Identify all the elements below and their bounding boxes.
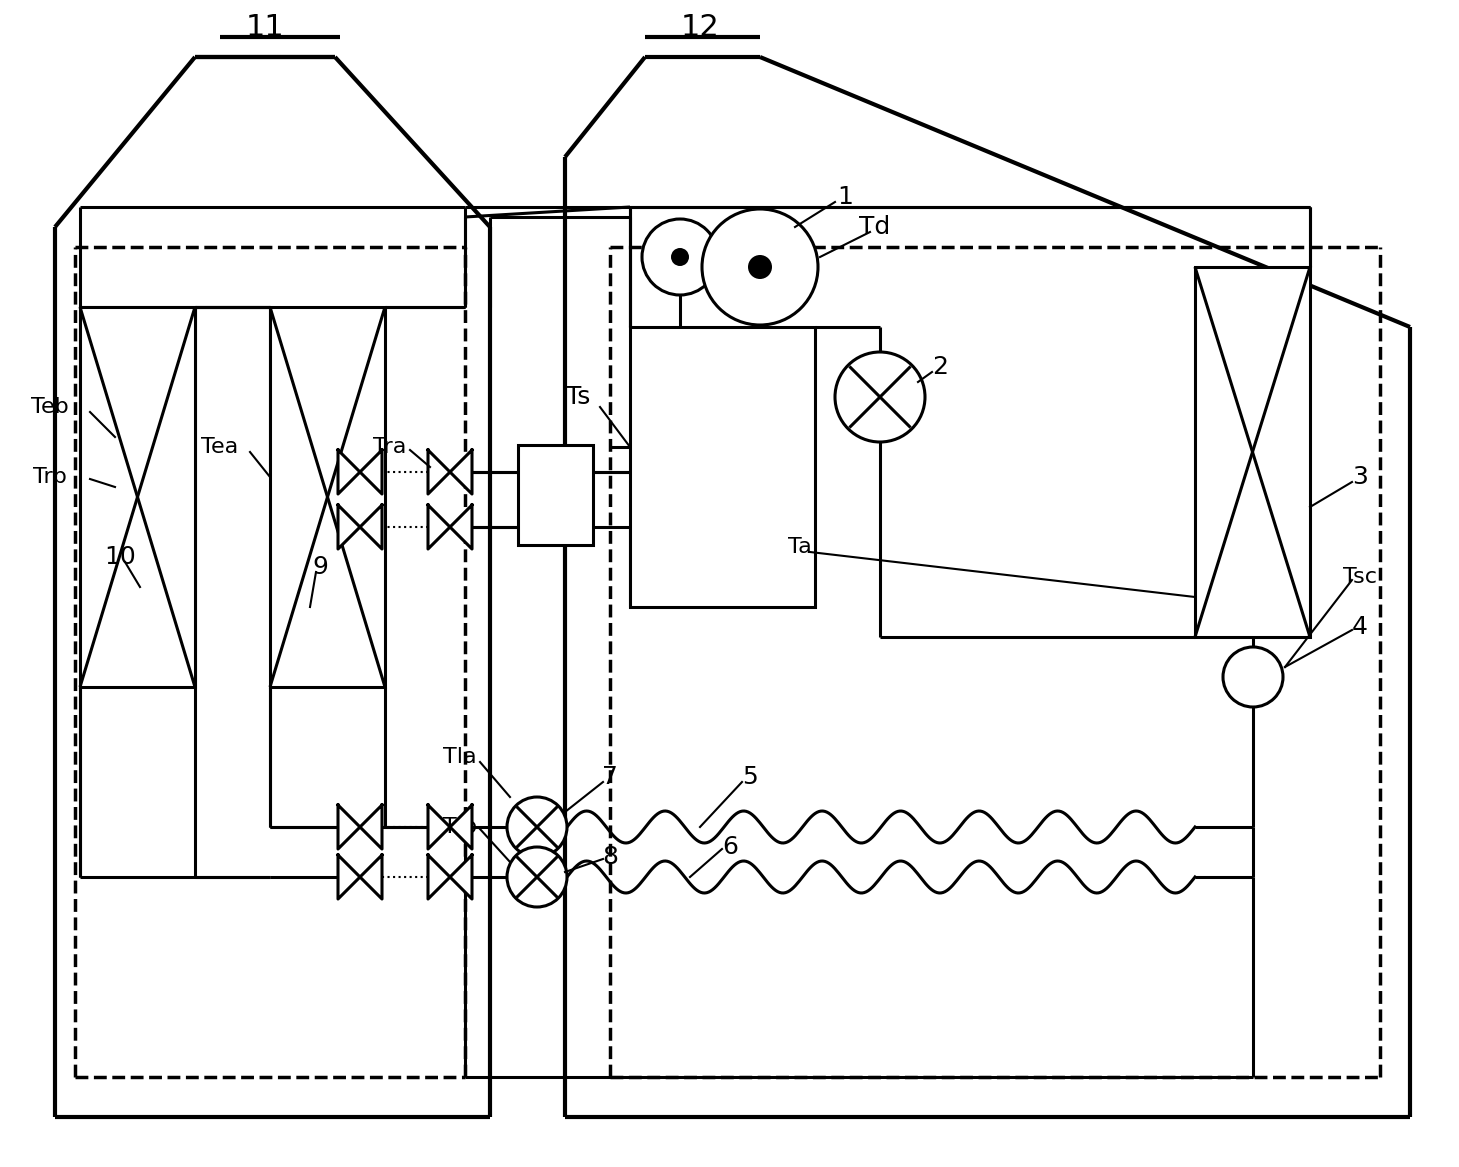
Bar xyxy=(518,445,592,545)
Text: Teb: Teb xyxy=(31,397,69,417)
Polygon shape xyxy=(449,450,473,494)
Polygon shape xyxy=(449,805,473,850)
Text: 6: 6 xyxy=(722,836,738,859)
Text: 3: 3 xyxy=(1352,464,1369,489)
Text: 1: 1 xyxy=(837,186,854,209)
Bar xyxy=(1195,267,1310,637)
Text: 11: 11 xyxy=(245,13,285,42)
Text: 7: 7 xyxy=(603,766,619,789)
Polygon shape xyxy=(338,855,360,899)
Circle shape xyxy=(506,847,568,907)
Polygon shape xyxy=(338,450,360,494)
Text: Trb: Trb xyxy=(34,467,67,487)
Text: 10: 10 xyxy=(104,545,136,569)
Circle shape xyxy=(671,249,689,266)
Text: Tra: Tra xyxy=(374,436,407,457)
Circle shape xyxy=(506,797,568,857)
Polygon shape xyxy=(427,505,449,548)
Text: Tlb: Tlb xyxy=(444,817,477,837)
Text: 2: 2 xyxy=(932,355,948,379)
Text: 5: 5 xyxy=(743,766,757,789)
Bar xyxy=(270,307,385,687)
Text: Tea: Tea xyxy=(201,436,239,457)
Polygon shape xyxy=(449,505,473,548)
Polygon shape xyxy=(360,855,382,899)
Bar xyxy=(630,327,816,607)
Text: Ts: Ts xyxy=(566,385,591,408)
Text: 8: 8 xyxy=(603,845,619,869)
Polygon shape xyxy=(427,450,449,494)
Text: 12: 12 xyxy=(681,13,719,42)
Polygon shape xyxy=(360,505,382,548)
Text: 9: 9 xyxy=(312,555,328,579)
Polygon shape xyxy=(427,805,449,850)
Circle shape xyxy=(702,209,818,324)
Polygon shape xyxy=(360,805,382,850)
Text: Tsc: Tsc xyxy=(1342,567,1377,587)
Circle shape xyxy=(642,219,718,295)
Text: Ta: Ta xyxy=(788,537,811,557)
Text: Tla: Tla xyxy=(444,747,477,767)
Polygon shape xyxy=(338,805,360,850)
Polygon shape xyxy=(338,505,360,548)
Circle shape xyxy=(1223,647,1282,707)
Circle shape xyxy=(835,352,925,442)
Polygon shape xyxy=(449,855,473,899)
Bar xyxy=(80,307,196,687)
Circle shape xyxy=(748,256,772,279)
Text: 4: 4 xyxy=(1352,615,1369,640)
Text: Td: Td xyxy=(859,215,890,239)
Polygon shape xyxy=(360,450,382,494)
Polygon shape xyxy=(427,855,449,899)
